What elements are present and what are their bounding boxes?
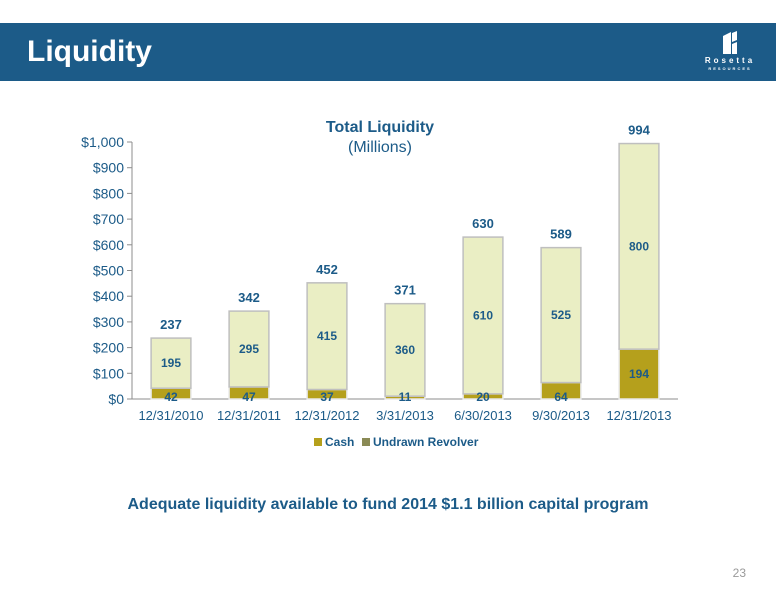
x-axis-labels: 12/31/2010 12/31/2011 12/31/2012 3/31/2013 6… [138,408,671,423]
legend-label-undrawn-revolver: Undrawn Revolver [373,435,479,449]
legend-swatch-undrawn-revolver [362,438,370,446]
rosetta-logo-icon [723,31,737,54]
data-label-undrawn-revolver: 360 [395,343,415,357]
data-label-total: 630 [472,216,494,231]
legend: Cash Undrawn Revolver [314,435,479,449]
bar-cash [618,348,660,400]
bars: 42 195 237 47 295 342 37 415 452 11 360 371 20 610 630… [150,123,660,404]
y-tick-label: $0 [108,391,124,407]
data-label-cash: 194 [629,367,649,381]
footer-statement: Adequate liquidity available to fund 201… [127,496,649,513]
bar-undrawn-revolver [384,302,426,397]
data-label-cash: 11 [399,390,412,404]
data-label-cash: 20 [476,390,490,404]
logo-subtitle: RESOURCES [708,66,752,71]
bar-undrawn-revolver [462,236,504,395]
y-tick-label: $700 [93,211,124,227]
y-tick-label: $400 [93,288,124,304]
x-tick-label: 12/31/2012 [294,408,359,423]
y-tick-label: $800 [93,185,124,201]
y-tick-label: $300 [93,314,124,330]
company-logo: Rosetta RESOURCES [694,29,766,75]
data-label-cash: 47 [242,390,256,404]
data-label-undrawn-revolver: 800 [629,239,649,253]
x-tick-label: 3/31/2013 [376,408,434,423]
x-tick-label: 12/31/2011 [217,408,281,423]
page-title: Liquidity [27,35,152,68]
data-label-undrawn-revolver: 525 [551,308,571,322]
data-label-total: 994 [628,123,650,138]
data-label-undrawn-revolver: 610 [473,308,493,322]
header-bar: Liquidity Rosetta RESOURCES [0,23,776,81]
legend-label-cash: Cash [325,435,354,449]
x-tick-label: 12/31/2013 [606,408,671,423]
x-tick-label: 12/31/2010 [138,408,203,423]
data-label-undrawn-revolver: 195 [161,356,181,370]
bar-undrawn-revolver [540,246,582,384]
liquidity-chart: Total Liquidity (Millions) $0 $100 $200 $30… [81,119,678,449]
chart-subtitle: (Millions) [348,139,412,156]
y-tick-label: $500 [93,263,124,279]
y-tick-label: $100 [93,365,124,381]
data-label-cash: 42 [164,390,178,404]
bar-undrawn-revolver [306,282,348,391]
legend-swatch-cash [314,438,322,446]
bar-undrawn-revolver [150,337,192,389]
chart-title: Total Liquidity [326,119,434,136]
data-label-cash: 64 [554,390,568,404]
data-label-total: 589 [550,227,572,242]
page-number: 23 [732,566,746,580]
data-label-total: 342 [238,290,260,305]
data-label-total: 452 [316,262,338,277]
data-label-total: 371 [394,283,416,298]
y-tick-label: $1,000 [81,134,124,150]
data-label-undrawn-revolver: 295 [239,342,259,356]
y-tick-label: $200 [93,340,124,356]
y-axis-ticks: $0 $100 $200 $300 $400 $500 $600 $700 $800 $900 $1… [81,134,132,407]
x-tick-label: 9/30/2013 [532,408,590,423]
data-label-undrawn-revolver: 415 [317,329,337,343]
data-label-cash: 37 [320,390,334,404]
y-tick-label: $600 [93,237,124,253]
data-label-total: 237 [160,317,182,332]
y-tick-label: $900 [93,160,124,176]
bar-undrawn-revolver [618,142,660,350]
bar-undrawn-revolver [228,310,270,388]
x-tick-label: 6/30/2013 [454,408,512,423]
logo-name: Rosetta [704,56,756,65]
